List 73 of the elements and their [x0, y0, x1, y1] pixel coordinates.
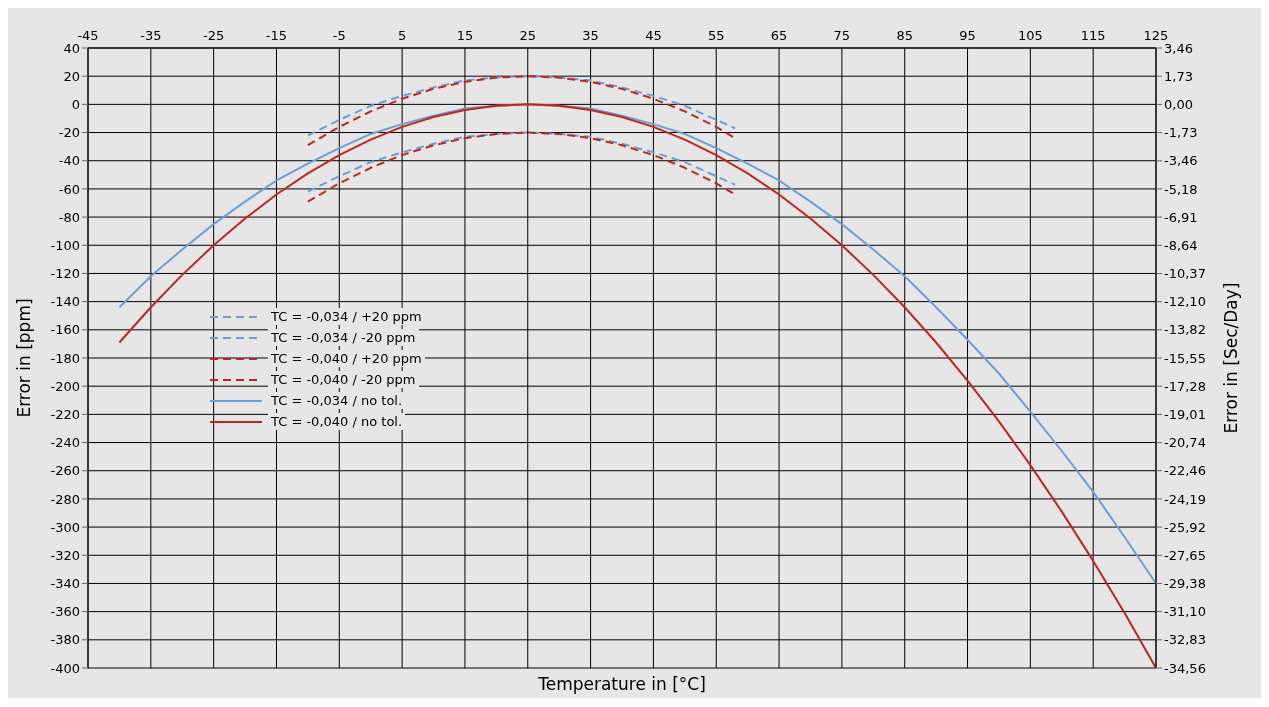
y2-tick-label: -29,38 — [1164, 576, 1206, 592]
y-tick-label: -160 — [50, 322, 80, 338]
y-tick-label: -240 — [50, 435, 80, 451]
x-tick-label: 65 — [770, 28, 788, 43]
y-tick-label: 40 — [63, 40, 80, 56]
legend-label: TC = -0,034 / +20 ppm — [268, 308, 425, 325]
x-tick-label: 5 — [397, 28, 407, 43]
y-tick-label: 20 — [63, 68, 80, 84]
y2-tick-label: -25,92 — [1164, 519, 1206, 535]
y-tick-label: -360 — [50, 604, 80, 620]
y2-axis-title: Error in [Sec/Day] — [1221, 282, 1242, 434]
y2-tick-label: -32,83 — [1164, 632, 1206, 648]
y-tick-label: -40 — [58, 153, 80, 169]
y2-tick-label: 3,46 — [1164, 40, 1193, 56]
x-tick-label: 25 — [519, 28, 537, 43]
y-tick-label: -120 — [50, 266, 80, 282]
y-tick-label: -140 — [50, 294, 80, 310]
x-tick-label: -5 — [332, 28, 346, 43]
x-tick-label: 95 — [959, 28, 976, 43]
y2-tick-label: -3,46 — [1164, 153, 1198, 169]
legend-label: TC = -0,034 / -20 ppm — [268, 329, 419, 346]
x-tick-label: 75 — [833, 28, 851, 43]
x-tick-label: -25 — [203, 28, 225, 43]
y2-tick-label: -10,37 — [1164, 266, 1206, 282]
y2-tick-label: -31,10 — [1164, 604, 1206, 620]
x-tick-label: -45 — [77, 28, 99, 43]
y-tick-label: -380 — [50, 632, 80, 648]
y2-tick-label: -15,55 — [1164, 350, 1206, 366]
y2-tick-label: 1,73 — [1164, 68, 1193, 84]
x-tick-label: 35 — [582, 28, 599, 43]
y-tick-label: -280 — [50, 491, 80, 507]
y2-tick-label: -5,18 — [1164, 181, 1198, 197]
x-tick-label: 105 — [1017, 28, 1043, 43]
x-tick-label: -15 — [265, 28, 288, 43]
y-tick-label: -180 — [50, 350, 80, 366]
y2-tick-label: -27,65 — [1164, 547, 1206, 563]
y2-tick-label: -34,56 — [1164, 660, 1206, 676]
y2-tick-label: -13,82 — [1164, 322, 1206, 338]
y-tick-label: -60 — [58, 181, 80, 197]
x-tick-label: 125 — [1143, 28, 1169, 43]
x-axis-title: Temperature in [°C] — [537, 674, 707, 694]
legend-label: TC = -0,040 / -20 ppm — [268, 371, 419, 388]
y2-tick-label: -19,01 — [1164, 407, 1206, 423]
y-tick-label: -340 — [50, 576, 80, 592]
y2-tick-label: -20,74 — [1164, 435, 1206, 451]
legend-label: TC = -0,040 / no tol. — [268, 413, 406, 430]
x-tick-label: 55 — [707, 28, 725, 43]
x-tick-label: 115 — [1080, 28, 1106, 43]
x-tick-label: -35 — [140, 28, 162, 43]
y-tick-label: -400 — [50, 660, 80, 676]
legend-label: TC = -0,034 / no tol. — [268, 392, 406, 409]
y2-tick-label: -22,46 — [1164, 463, 1206, 479]
y2-tick-label: -12,10 — [1164, 294, 1206, 310]
y2-tick-label: -6,91 — [1164, 209, 1198, 225]
y2-tick-label: -17,28 — [1164, 378, 1206, 394]
y-tick-label: 0 — [71, 96, 80, 112]
y-tick-label: -200 — [50, 378, 80, 394]
y-tick-label: -260 — [50, 463, 80, 479]
x-tick-label: 45 — [645, 28, 662, 43]
y-tick-label: -100 — [50, 237, 80, 253]
y-axis-title: Error in [ppm] — [14, 298, 35, 418]
y2-tick-label: -8,64 — [1164, 237, 1198, 253]
y2-tick-label: 0,00 — [1164, 97, 1193, 113]
y-tick-label: -80 — [58, 209, 80, 225]
x-tick-label: 15 — [456, 28, 474, 43]
legend-label: TC = -0,040 / +20 ppm — [268, 350, 425, 367]
x-tick-label: 85 — [896, 28, 913, 43]
y2-tick-label: -1,73 — [1164, 125, 1198, 141]
y2-tick-label: -24,19 — [1164, 491, 1206, 507]
y-tick-label: -20 — [58, 125, 80, 141]
y-tick-label: -300 — [50, 519, 80, 535]
y-tick-label: -320 — [50, 547, 80, 563]
y-tick-label: -220 — [50, 406, 80, 422]
